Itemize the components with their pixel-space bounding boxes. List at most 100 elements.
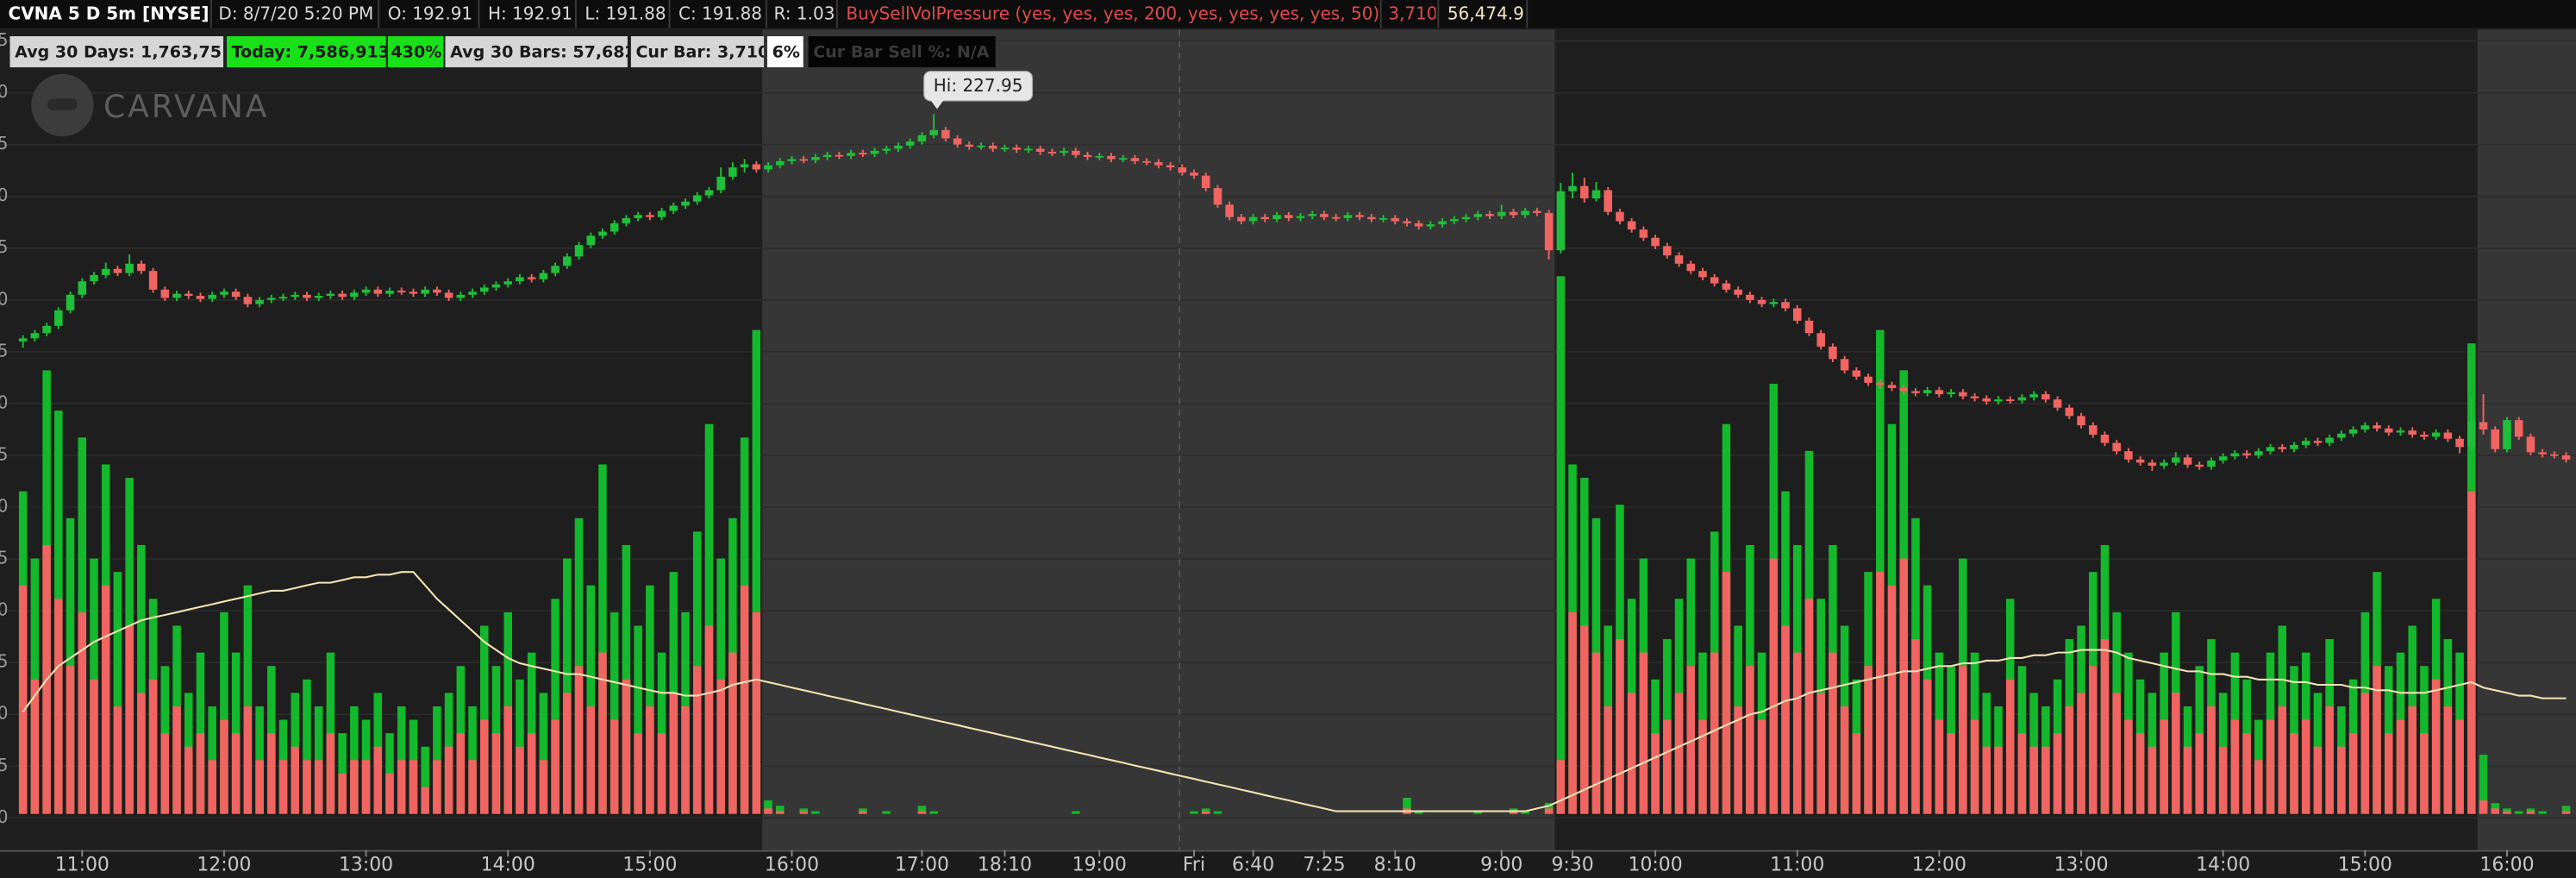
candle-body [2290,444,2298,449]
volume-bar [243,585,253,814]
candle-body [1556,191,1566,251]
candle-body [18,338,28,342]
sell-volume-bar [1887,585,1897,814]
x-axis: 11:00 12:00 13:00 14:00 15:00 16:00 17:00 18:10… [55,850,2535,876]
candle-body [2431,432,2441,437]
candle-body [125,263,134,273]
candle-body [1000,147,1010,150]
volume-bar [66,517,75,814]
logo: CARVANA [31,73,266,137]
candle-body [776,160,785,166]
sell-volume-bar [2017,733,2027,814]
candle-body [2301,441,2310,445]
candle-body [231,292,241,298]
y-tick-label: 215 [0,236,9,257]
candle-body [740,164,749,168]
sell-volume-bar [491,733,501,814]
sell-volume-bar [2443,706,2453,814]
sell-volume-bar [2218,746,2228,814]
sell-volume-bar [681,706,690,814]
candle-body [870,150,879,154]
candle-body [1698,271,1707,278]
candle-body [1166,165,1175,168]
volume-bar [704,423,714,814]
sell-volume-bar [2124,719,2133,814]
candle-body [681,201,690,206]
sell-volume-bar [799,811,808,814]
header-cell: O: 192.91 [388,3,472,24]
candle-body [2313,441,2323,443]
candle-body [326,293,335,296]
candle-body [917,135,927,142]
candle-body [66,294,75,310]
sell-volume-bar [917,811,927,814]
sell-volume-bar [2373,666,2381,814]
sell-volume-bar [1899,558,1908,814]
volume-bar [303,679,311,814]
candle-body [1734,289,1742,295]
header-bar [0,0,2576,28]
sell-volume-bar [243,706,253,814]
sell-volume-bar [1970,719,1979,814]
candle-body [1154,162,1163,166]
label-box: 430% [387,35,444,68]
sell-volume-bar [669,693,678,814]
volume-bars [18,276,2571,814]
candle-body [2005,399,2015,402]
sell-volume-bar [2384,733,2393,814]
logo-car [47,98,78,110]
sell-volume-bar [314,760,323,814]
candle-body [2455,438,2464,448]
volume-bar [220,611,228,814]
sell-volume-bar [1982,746,1991,814]
sell-volume-bar [2491,808,2500,814]
candle-body [456,294,466,298]
candle-body [1663,246,1672,256]
volume-bar [1473,811,1483,814]
candle-body [1248,216,1258,222]
candle-body [2337,433,2346,438]
label-box: Today: 7,586,913 [226,35,390,68]
today-volume: Today: 7,586,913 [232,43,390,62]
candle-body [1899,387,1908,392]
candle-body [1627,221,1636,230]
volume-bar [563,558,572,814]
sell-volume-bar [634,733,642,814]
candle-body [2088,425,2098,435]
sell-volume-bar [1781,625,1790,814]
sell-volume-bar [1698,719,1707,814]
hi-bubble [923,71,1034,102]
candle-body [764,165,772,170]
volume-bar [574,517,584,814]
candle-body [397,290,406,292]
candle-body [1035,148,1045,153]
sell-volume-bar [2313,746,2323,814]
x-tick-label: 16:00 [765,855,819,876]
volume-bar [2514,811,2523,814]
sell-volume-bar [2360,693,2370,814]
candle-body [1473,214,1483,217]
candle-body [1982,398,1991,402]
candle-body [2195,464,2204,467]
candle-body [2420,434,2429,437]
candle-body [2325,437,2334,443]
candle-body [78,281,87,295]
candle-body [574,245,584,257]
y-tick-label: 175 [0,651,9,672]
candle-body [2479,422,2488,430]
sell-volume-bar [338,773,347,814]
header-cell: D: 8/7/20 5:20 PM [218,3,373,24]
study-name: BuySellVolPressure (yes, yes, yes, 200, … [846,3,1379,24]
candle-body [2135,459,2145,463]
candle-body [1521,210,1529,216]
candle-body [1260,216,1270,220]
sell-volume-bar [2183,746,2192,814]
x-tick-label: 6:40 [1232,855,1274,876]
sell-volume-bar [101,585,110,814]
candle-body [835,154,844,157]
candle-body [539,273,548,279]
sell-volume-bar [1509,811,1518,814]
sell-volume-bar [1947,733,1955,814]
sell-volume-bar [350,760,359,814]
candle-body [2443,432,2453,439]
